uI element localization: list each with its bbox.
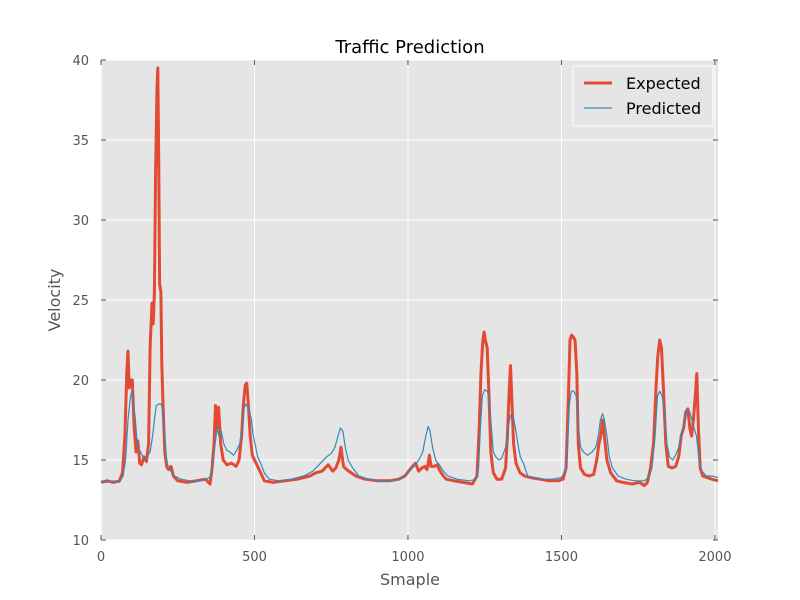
series-line-predicted [100,389,719,483]
x-tick-label: 1000 [391,550,424,565]
y-tick-label: 40 [72,54,89,69]
legend: Expected Predicted [572,65,714,127]
y-tick-label: 10 [72,534,89,549]
x-tick-label: 500 [242,550,267,565]
legend-label-predicted: Predicted [626,99,701,118]
y-tick-label: 35 [72,134,89,149]
x-tick-label: 1500 [545,550,578,565]
chart-title: Traffic Prediction [334,37,484,58]
axis-ticks [100,59,718,541]
x-tick-label: 2000 [698,550,731,565]
x-axis-label: Smaple [380,570,440,589]
x-tick-label: 0 [97,550,105,565]
tick-labels: 0 500 1000 1500 2000 10 15 20 25 30 35 40 [72,54,731,565]
y-tick-label: 15 [72,454,89,469]
series-line-expected [100,66,719,488]
series-layer [100,66,719,488]
legend-box [572,65,714,127]
y-tick-label: 30 [72,214,89,229]
y-tick-label: 25 [72,294,89,309]
y-axis-label: Velocity [45,269,64,332]
gridlines [100,59,718,541]
y-tick-label: 20 [72,374,89,389]
legend-label-expected: Expected [626,74,701,93]
